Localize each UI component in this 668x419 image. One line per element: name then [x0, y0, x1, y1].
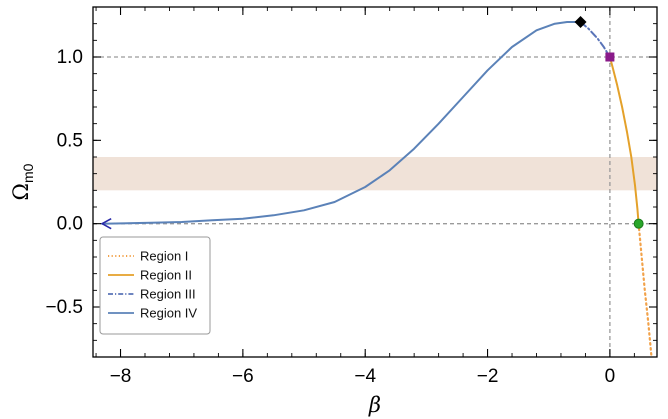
y-axis-label-main: Ω	[9, 183, 33, 200]
legend-label: Region III	[140, 287, 196, 302]
shaded-band	[93, 157, 657, 191]
shaded-band-layer	[93, 157, 657, 191]
series-layer	[101, 21, 653, 359]
y-tick-label: 0.0	[57, 214, 83, 235]
series-line-region-iii	[579, 21, 611, 58]
x-tick-label: 0	[605, 366, 616, 387]
x-tick-label: −4	[354, 366, 376, 387]
legend-label: Region I	[140, 249, 188, 264]
markers-layer	[100, 16, 644, 230]
ticks-layer	[93, 6, 657, 358]
series-line-region-iv	[101, 21, 582, 225]
x-tick-label: −6	[232, 366, 254, 387]
marker-circle	[633, 218, 644, 229]
reference-lines-layer	[93, 7, 657, 357]
y-axis-label: Ωm0	[9, 163, 36, 200]
legend-box	[99, 236, 211, 335]
tick-labels-layer: −8 −6 −4 −2 0 −0.5 0.0 0.5 1.0	[45, 47, 615, 387]
marker-square	[605, 52, 615, 62]
legend-items: Region I Region II Region III Region IV	[108, 249, 197, 321]
legend: Region I Region II Region III Region IV	[99, 236, 211, 335]
legend-label: Region II	[140, 268, 192, 283]
x-tick-label: −8	[110, 366, 132, 387]
y-tick-label: −0.5	[45, 297, 83, 318]
y-tick-label: 1.0	[57, 47, 83, 68]
y-tick-label: 0.5	[57, 130, 83, 151]
marker-arrow-left	[100, 217, 112, 230]
y-axis-label-sub: m0	[20, 163, 36, 183]
series-line-region-i	[637, 222, 653, 359]
legend-label: Region IV	[140, 306, 197, 321]
plot-frame	[92, 6, 658, 358]
marker-diamond	[574, 16, 587, 28]
x-axis-label: β	[368, 393, 381, 417]
series-line-region-ii	[608, 56, 640, 225]
x-tick-label: −2	[477, 366, 499, 387]
